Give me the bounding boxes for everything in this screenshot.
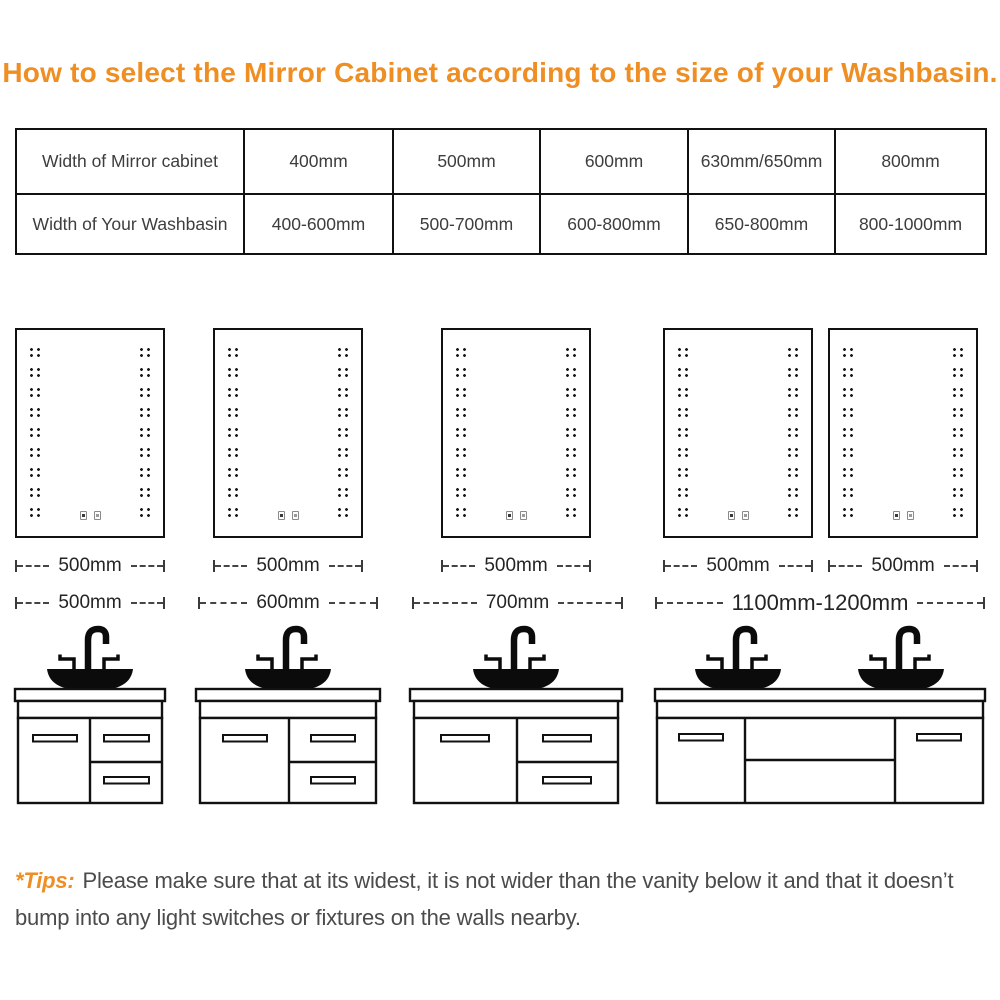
- led-dots-icon: [227, 345, 239, 525]
- touch-sensor-icon: [906, 511, 914, 520]
- cell-washbasin-width-2: 500-700mm: [392, 193, 541, 255]
- page-title: How to select the Mirror Cabinet accordi…: [2, 57, 998, 88]
- size-guide-table: Width of Mirror cabinet 400mm 500mm 600m…: [15, 128, 987, 255]
- cell-mirror-width-3: 600mm: [539, 128, 689, 195]
- table-row-mirror-cabinet: Width of Mirror cabinet 400mm 500mm 600m…: [15, 128, 987, 195]
- row-header-mirror-cabinet: Width of Mirror cabinet: [15, 128, 245, 195]
- cell-washbasin-width-4: 650-800mm: [687, 193, 836, 255]
- touch-sensor-icon: [93, 511, 101, 520]
- touch-sensor-icon: [741, 511, 749, 520]
- tips-text: Please make sure that at its widest, it …: [15, 868, 954, 930]
- led-dots-icon: [139, 345, 151, 525]
- touch-sensor-icon: [79, 511, 87, 520]
- mirror-cabinet-illustration-2: [213, 328, 363, 538]
- cell-washbasin-width-1: 400-600mm: [243, 193, 394, 255]
- vanity-width-dimension-3: 700mm: [412, 592, 624, 614]
- led-dots-icon: [455, 345, 467, 525]
- mirror-width-dimension-1: 500mm: [15, 555, 166, 577]
- touch-sensor-icon: [519, 511, 527, 520]
- touch-buttons: [17, 511, 163, 520]
- mirror-cabinet-illustration-4: [663, 328, 813, 538]
- mirror-cabinet-illustration-5: [828, 328, 978, 538]
- mirror-cabinet-illustration-3: [441, 328, 591, 538]
- touch-buttons: [830, 511, 976, 520]
- led-dots-icon: [565, 345, 577, 525]
- touch-buttons: [215, 511, 361, 520]
- cell-mirror-width-2: 500mm: [392, 128, 541, 195]
- touch-buttons: [443, 511, 589, 520]
- vanity-width-dimension-1: 500mm: [15, 592, 166, 614]
- mirror-width-dimension-2: 500mm: [213, 555, 364, 577]
- vanity-illustrations: [13, 618, 987, 805]
- touch-sensor-icon: [892, 511, 900, 520]
- touch-sensor-icon: [277, 511, 285, 520]
- led-dots-icon: [29, 345, 41, 525]
- vanity-illustration-2: [194, 629, 382, 805]
- led-dots-icon: [787, 345, 799, 525]
- mirror-cabinet-illustration-1: [15, 328, 165, 538]
- tips-note: *Tips: Please make sure that at its wides…: [15, 862, 982, 936]
- mirror-width-dimension-3: 500mm: [441, 555, 592, 577]
- vanity-illustration-1: [13, 629, 167, 805]
- cell-mirror-width-4: 630mm/650mm: [687, 128, 836, 195]
- table-row-washbasin: Width of Your Washbasin 400-600mm 500-70…: [15, 193, 987, 255]
- touch-sensor-icon: [505, 511, 513, 520]
- vanity-illustration-4: [653, 629, 987, 805]
- cell-mirror-width-1: 400mm: [243, 128, 394, 195]
- cell-mirror-width-5: 800mm: [834, 128, 987, 195]
- led-dots-icon: [952, 345, 964, 525]
- vanity-illustration-3: [408, 629, 624, 805]
- cell-washbasin-width-3: 600-800mm: [539, 193, 689, 255]
- vanity-width-dimension-2: 600mm: [198, 592, 379, 614]
- mirror-width-dimension-4: 500mm: [663, 555, 814, 577]
- vanity-width-dimension-4: 1100mm-1200mm: [655, 590, 986, 615]
- tips-label: *Tips:: [15, 868, 75, 893]
- touch-sensor-icon: [727, 511, 735, 520]
- row-header-washbasin: Width of Your Washbasin: [15, 193, 245, 255]
- led-dots-icon: [842, 345, 854, 525]
- touch-buttons: [665, 511, 811, 520]
- cell-washbasin-width-5: 800-1000mm: [834, 193, 987, 255]
- touch-sensor-icon: [291, 511, 299, 520]
- mirror-width-dimension-5: 500mm: [828, 555, 979, 577]
- led-dots-icon: [337, 345, 349, 525]
- led-dots-icon: [677, 345, 689, 525]
